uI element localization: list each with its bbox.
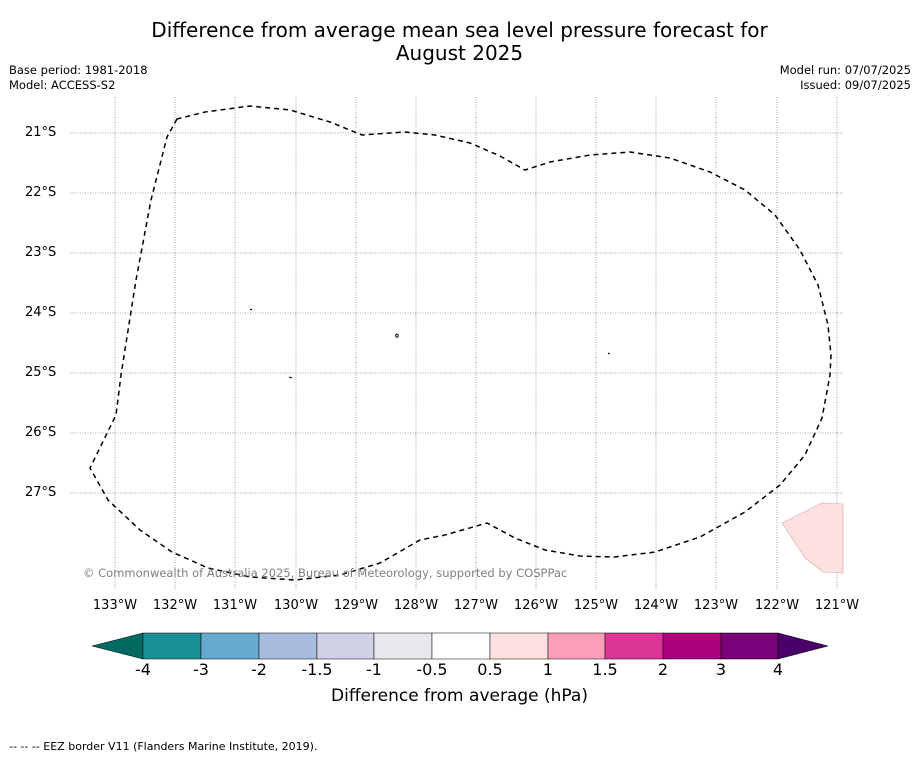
colorbar-tick: 4 [772,660,784,679]
lat-label: 21°S [25,125,57,140]
lon-label: 130°W [273,598,319,613]
lon-label: 127°W [453,598,499,613]
chart-title: Difference from average mean sea level p… [0,19,919,65]
copyright-notice: © Commonwealth of Australia 2025, Bureau… [83,566,568,580]
colorbar-segment [604,632,664,660]
lon-label: 125°W [573,598,619,613]
meta-right: Model run: 07/07/2025 Issued: 09/07/2025 [780,63,911,93]
lat-label: 24°S [25,305,57,320]
lon-label: 126°W [513,598,559,613]
colorbar-label: Difference from average (hPa) [331,686,588,706]
anomaly-region [781,502,844,574]
colorbar [91,632,829,660]
islands [249,308,611,379]
island-mark [607,352,611,355]
colorbar-segment [720,632,779,660]
colorbar-segment [662,632,722,660]
lat-label: 27°S [25,485,57,500]
lon-label: 131°W [212,598,258,613]
lat-label: 26°S [25,425,57,440]
colorbar-segment [489,632,549,660]
lon-label: 122°W [754,598,800,613]
eez-border [89,105,832,581]
colorbar-segment [258,632,318,660]
colorbar-tick: -4 [135,660,151,679]
lon-label: 133°W [92,598,138,613]
colorbar-extend-high [777,632,829,660]
lon-label: 123°W [693,598,739,613]
lon-label: 132°W [152,598,198,613]
colorbar-segment [200,632,260,660]
lon-label: 129°W [333,598,379,613]
colorbar-segment [142,632,202,660]
lat-label: 22°S [25,185,57,200]
colorbar-tick: -2 [251,660,267,679]
colorbar-tick: 3 [715,660,727,679]
title-line-1: Difference from average mean sea level p… [151,18,768,42]
grid-lines [70,97,843,590]
title-line-2: August 2025 [395,41,524,65]
model-name: Model: ACCESS-S2 [9,78,116,92]
meta-left: Base period: 1981-2018 Model: ACCESS-S2 [9,63,148,93]
colorbar-tick: 1 [542,660,554,679]
colorbar-extend-low [91,632,144,660]
lat-label: 23°S [25,245,57,260]
base-period: Base period: 1981-2018 [9,63,148,77]
lon-label: 121°W [814,598,860,613]
model-run: Model run: 07/07/2025 [779,63,911,77]
issued-date: Issued: 09/07/2025 [800,78,911,92]
colorbar-tick: -1.5 [301,660,333,679]
colorbar-segment [431,632,491,660]
island-mark [395,333,399,338]
legend-footnote: -- -- -- EEZ border V11 (Flanders Marine… [9,740,318,753]
island-mark [288,376,293,379]
colorbar-segment [316,632,375,660]
lon-label: 124°W [633,598,679,613]
lat-label: 25°S [25,365,57,380]
colorbar-tick: -0.5 [416,660,448,679]
colorbar-tick: 0.5 [477,660,503,679]
island-mark [249,308,253,311]
colorbar-tick: 2 [657,660,669,679]
lon-label: 128°W [393,598,439,613]
colorbar-tick: -1 [366,660,382,679]
colorbar-segment [547,632,606,660]
colorbar-segment [373,632,433,660]
colorbar-tick: -3 [193,660,209,679]
colorbar-tick: 1.5 [592,660,618,679]
